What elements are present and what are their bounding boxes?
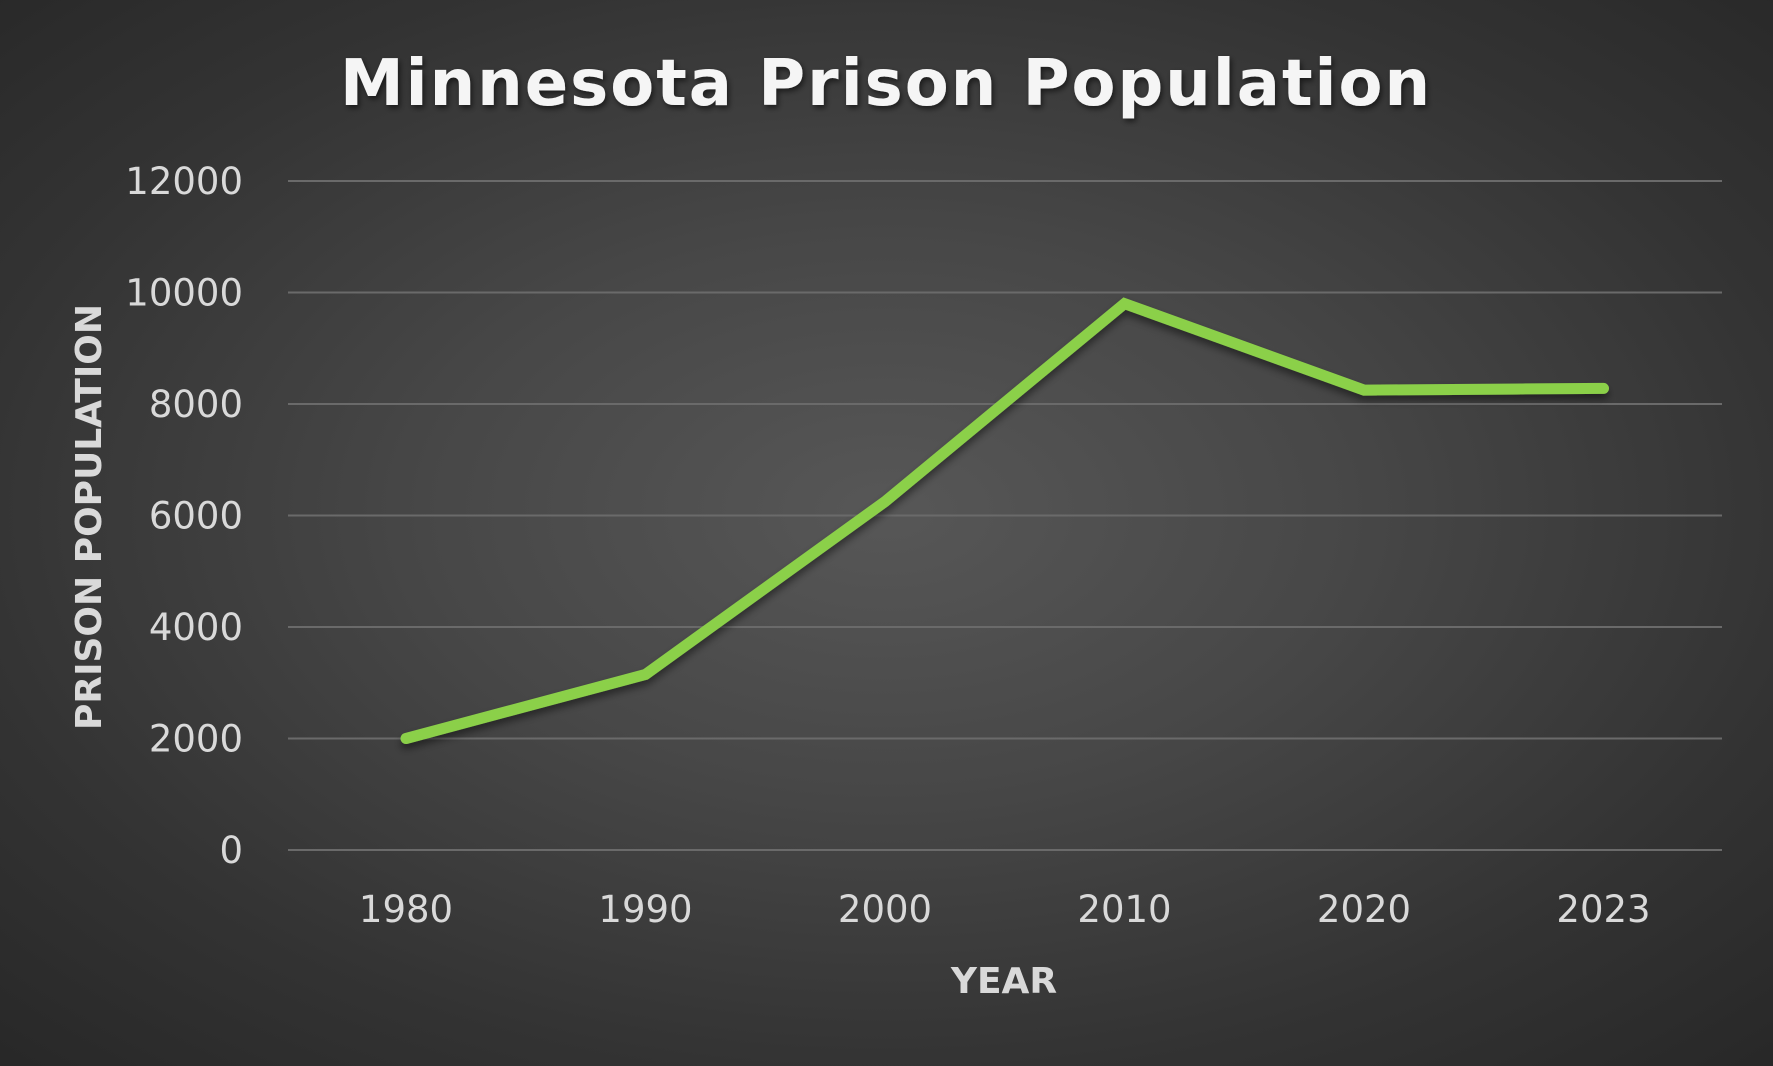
y-tick-label: 0 <box>219 829 243 872</box>
y-tick-label: 10000 <box>125 272 243 315</box>
data-point <box>1121 300 1129 308</box>
data-point <box>881 498 889 506</box>
data-point <box>1600 384 1608 392</box>
series-line <box>400 297 1609 744</box>
x-tick-label: 2020 <box>1317 888 1411 931</box>
y-tick-label: 8000 <box>149 383 243 426</box>
x-axis-title: YEAR <box>950 961 1057 1002</box>
gridlines <box>288 180 1722 851</box>
data-point <box>1360 386 1368 394</box>
x-tick-label: 2010 <box>1077 888 1171 931</box>
y-tick-label: 6000 <box>149 495 243 538</box>
y-tick-label: 4000 <box>149 606 243 649</box>
y-tick-label: 2000 <box>149 718 243 761</box>
data-point <box>642 670 650 678</box>
x-tick-label: 2023 <box>1556 888 1650 931</box>
data-point <box>402 735 410 743</box>
x-tick-label: 1990 <box>598 888 692 931</box>
x-axis-ticks: 1980 1990 2000 2010 2020 2023 <box>359 888 1651 931</box>
chart-title: Minnesota Prison Population <box>340 47 1432 121</box>
x-tick-label: 2000 <box>838 888 932 931</box>
x-tick-label: 1980 <box>359 888 453 931</box>
series-layer <box>400 297 1609 744</box>
y-tick-label: 12000 <box>125 160 243 203</box>
y-axis-title: PRISON POPULATION <box>69 304 110 730</box>
y-axis-ticks: 0 2000 4000 6000 8000 10000 12000 <box>125 160 243 872</box>
